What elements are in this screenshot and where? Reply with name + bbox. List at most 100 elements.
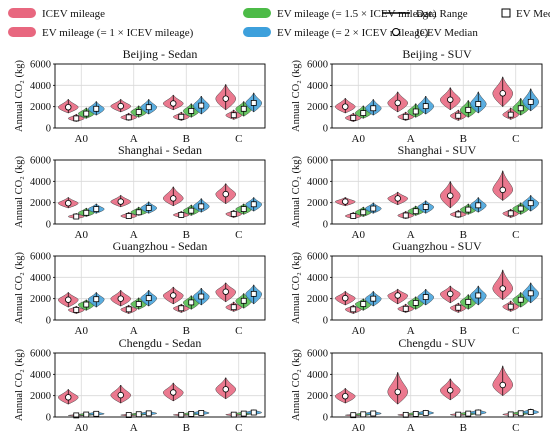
legend-item: ICEV Median: [392, 27, 478, 39]
ev-median-marker: [422, 294, 429, 300]
ev-median-marker: [73, 115, 80, 122]
ev-median-marker: [145, 295, 152, 302]
ev-median-marker: [240, 105, 247, 112]
y-tick-label: 2000: [307, 294, 328, 305]
x-tick-label: A0: [75, 133, 89, 145]
icev-median-marker: [65, 199, 72, 207]
y-tick-label: 2000: [307, 102, 328, 113]
y-tick-label: 4000: [30, 273, 51, 284]
x-tick-label: B: [460, 229, 467, 241]
y-tick-label: 2000: [30, 102, 51, 113]
panel-frame: [331, 255, 543, 321]
ev-median-marker: [507, 303, 514, 310]
ev-median-marker: [230, 112, 237, 119]
ev-median-marker: [145, 410, 152, 417]
panel-title: Beijing - Sedan: [123, 47, 198, 61]
x-tick-label: A0: [352, 325, 366, 337]
x-tick-label: A0: [352, 133, 366, 145]
panel-frame: [54, 352, 266, 418]
icev-median-marker: [447, 192, 454, 199]
ev-median-marker: [145, 205, 152, 211]
y-tick-label: 0: [323, 220, 328, 231]
y-tick-label: 4000: [30, 370, 51, 381]
panel-title: Shanghai - Sedan: [118, 143, 202, 157]
ev-median-marker: [93, 410, 100, 417]
y-axis-label: Annual CO₂ (kg): [14, 156, 25, 228]
ev-median-marker: [527, 409, 534, 415]
legend-swatch: [8, 27, 36, 37]
panel-frame: [54, 255, 266, 321]
x-tick-label: C: [512, 325, 519, 337]
panel-frame: [54, 159, 266, 225]
y-axis-label: Annual CO₂ (kg): [14, 252, 25, 324]
ev-median-marker: [402, 113, 409, 120]
ev-median-marker: [360, 301, 367, 307]
ev-median-marker: [230, 210, 237, 217]
ev-median-marker: [507, 111, 514, 118]
ev-median-marker: [230, 304, 237, 311]
x-tick-label: B: [460, 422, 467, 434]
ev-median-marker: [350, 114, 357, 121]
panel-title: Chengdu - Sedan: [119, 336, 202, 350]
x-tick-label: A: [130, 325, 138, 337]
ev-median-marker: [475, 202, 482, 209]
ev-median-marker: [145, 104, 152, 111]
ev-median-marker: [73, 213, 80, 220]
icev-median-marker: [394, 99, 401, 107]
legend-item: EV Median: [501, 8, 550, 20]
icev-median-marker: [222, 95, 229, 102]
legend-swatch: [8, 8, 36, 18]
icev-median-marker: [342, 393, 349, 400]
panel-frame: [331, 159, 543, 225]
ev-median-marker: [465, 206, 472, 213]
ev-median-marker: [135, 301, 142, 307]
x-tick-label: A0: [75, 422, 89, 434]
ev-median-marker: [188, 108, 195, 114]
ev-median-marker: [250, 409, 257, 416]
x-tick-label: B: [183, 422, 190, 434]
ev-median-marker: [198, 293, 205, 300]
y-axis-label: Annual CO₂ (kg): [14, 60, 25, 132]
legend-label: ICEV Median: [416, 27, 478, 39]
chart-panel: Guangzhou - SUV 0 2000 4000 6000 Annual CO₂ (…: [291, 239, 543, 337]
icev-median-marker: [117, 391, 124, 399]
y-tick-label: 2000: [307, 198, 328, 209]
x-tick-label: B: [183, 229, 190, 241]
ev-median-marker: [422, 204, 429, 210]
ev-median-marker: [240, 410, 247, 417]
icev-median-marker: [447, 290, 454, 298]
legend-item: EV mileage (= 1.5 × ICEV mileage): [243, 8, 437, 20]
ev-median-marker: [517, 296, 524, 303]
ev-median-marker: [83, 411, 90, 418]
icev-median-marker: [342, 294, 349, 302]
ev-median-marker: [412, 108, 419, 115]
ev-median-marker: [178, 305, 185, 312]
ev-median-marker: [83, 301, 90, 308]
icev-median-marker: [65, 394, 72, 401]
icev-median-marker: [499, 381, 506, 389]
icev-median-marker: [117, 295, 124, 302]
x-tick-label: A: [407, 229, 415, 241]
ev-median-marker: [230, 411, 237, 418]
ev-median-marker: [370, 205, 377, 212]
ev-median-marker: [73, 412, 80, 419]
ev-median-marker: [527, 98, 534, 105]
ev-median-marker: [250, 290, 257, 297]
ev-median-marker: [178, 113, 185, 120]
y-tick-label: 2000: [30, 391, 51, 402]
ev-median-marker: [178, 212, 185, 218]
y-tick-label: 4000: [307, 273, 328, 284]
y-tick-label: 6000: [30, 349, 51, 360]
ev-median-marker: [527, 290, 534, 297]
ev-median-marker: [93, 105, 100, 112]
y-tick-label: 0: [323, 124, 328, 135]
legend-label: EV Median: [516, 8, 550, 20]
icev-median-marker: [117, 102, 124, 110]
panel-frame: [331, 352, 543, 418]
ev-median-marker: [475, 101, 482, 107]
x-tick-label: A0: [352, 229, 366, 241]
x-tick-label: B: [460, 133, 467, 145]
x-tick-label: B: [460, 325, 467, 337]
ev-median-marker: [188, 299, 195, 306]
ev-median-marker: [465, 298, 472, 305]
